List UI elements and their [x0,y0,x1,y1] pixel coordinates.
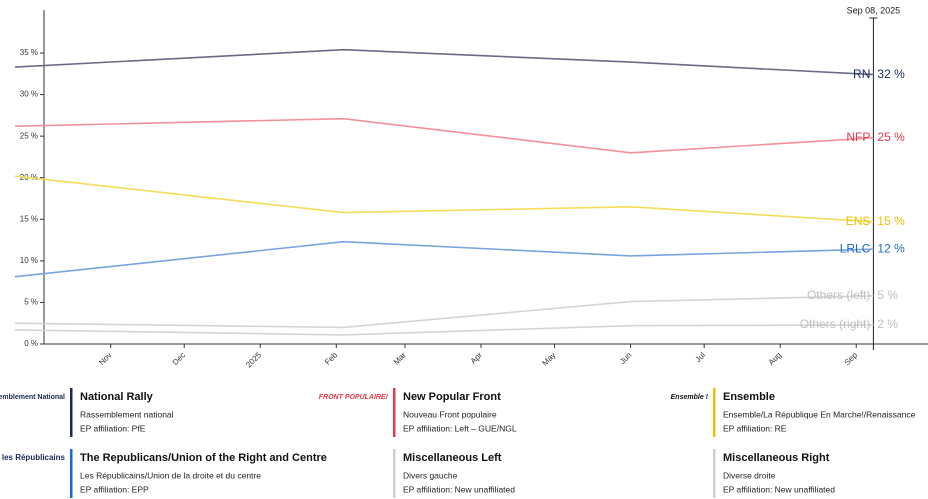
series-name: ENS [846,214,871,228]
party-title: New Popular Front [403,391,501,403]
party-bar [70,388,73,437]
party-bar [713,388,716,437]
x-tick-label: Jun [618,351,633,366]
series-name: LRLC [840,241,871,255]
x-tick-label: Dec [171,351,187,367]
party-subtitle: Ensemble/La République En Marche!/Renais… [723,409,916,419]
party-subtitle: Nouveau Front populaire [403,409,497,419]
party-subtitle: Rassemblement national [80,409,174,419]
x-tick-label: Jul [693,350,707,364]
y-tick-label: 15 % [20,214,38,223]
party-subtitle: Diverse droite [723,470,776,480]
series-line [14,295,874,329]
party-subtitle: Les Républicains/Union de la droite et d… [80,470,261,480]
party-bar [70,449,73,498]
series-line [14,240,874,278]
series-name: Others (left) [807,288,870,302]
value-label: 32 % [877,67,905,81]
series-name: RN [853,67,870,81]
y-tick-label: 30 % [20,90,38,99]
party-bar [393,449,396,498]
x-tick-label: Aug [767,351,783,367]
party-affiliation: EP affiliation: RE [723,423,787,433]
x-tick-label: Sep [843,350,860,367]
party-title: Ensemble [723,391,775,403]
party-logo: Ensemble ! [671,394,709,401]
party-logo: FRONT POPULAIRE! [319,394,389,401]
party-title: Miscellaneous Left [403,452,502,464]
series-name: Others (right) [800,317,871,331]
party-affiliation: EP affiliation: EPP [80,484,149,494]
series-line [14,175,874,223]
value-label: 5 % [877,288,898,302]
party-subtitle: Divers gauche [403,470,458,480]
value-label: 25 % [877,130,905,144]
party-logo: les Républicains [2,453,66,462]
series-line [14,117,874,154]
x-tick-label: Nov [97,351,113,367]
series-name: NFP [846,130,870,144]
party-affiliation: EP affiliation: Left – GUE/NGL [403,423,517,433]
x-tick-label: Mar [392,350,408,366]
party-bar [713,449,716,498]
party-affiliation: EP affiliation: PfE [80,423,146,433]
x-tick-label: Apr [469,350,484,365]
party-affiliation: EP affiliation: New unaffiliated [403,484,515,494]
value-label: 15 % [877,214,905,228]
y-tick-label: 25 % [20,131,38,140]
series-line [14,324,874,336]
x-tick-label: Feb [323,350,340,367]
party-affiliation: EP affiliation: New unaffiliated [723,484,835,494]
value-label: 12 % [877,241,905,255]
y-tick-label: 0 % [24,339,38,348]
series-line [14,48,874,76]
value-label: 2 % [877,317,898,331]
x-tick-label: May [540,351,557,368]
y-tick-label: 5 % [24,298,38,307]
y-tick-label: 35 % [20,48,38,57]
party-bar [393,388,396,437]
y-tick-label: 10 % [20,256,38,265]
party-title: The Republicans/Union of the Right and C… [80,452,327,464]
party-logo: Rassemblement National [0,394,65,401]
party-title: National Rally [80,391,154,403]
party-title: Miscellaneous Right [723,452,830,464]
x-tick-label: 2025 [244,350,263,369]
cursor-label: Sep 08, 2025 [847,5,901,15]
